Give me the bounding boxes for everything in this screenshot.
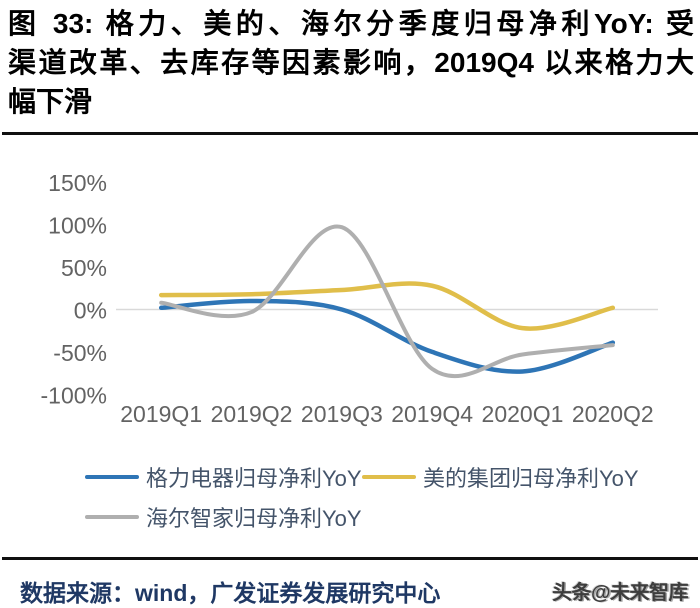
x-tick-label: 2020Q1 [482, 401, 564, 427]
y-tick-label: 150% [48, 170, 107, 196]
legend-line-haier-icon [85, 514, 139, 520]
legend-item-gree: 格力电器归母净利YoY [85, 461, 362, 493]
legend-line-gree-icon [85, 474, 139, 480]
y-tick-label: 50% [61, 255, 107, 281]
x-tick-label: 2019Q1 [120, 401, 202, 427]
figure-title: 图 33: 格力、美的、海尔分季度归母净利YoY: 受 渠道改革、去库存等因素影… [8, 4, 694, 121]
figure-title-line-2: 渠道改革、去库存等因素影响，2019Q4 以来格力大 [8, 47, 694, 78]
legend-label-haier: 海尔智家归母净利YoY [146, 506, 362, 531]
x-tick-label: 2019Q3 [301, 401, 383, 427]
figure-title-line-3: 幅下滑 [8, 86, 93, 117]
y-tick-label: 0% [74, 298, 107, 324]
legend-item-haier: 海尔智家归母净利YoY [85, 501, 362, 533]
legend-label-gree: 格力电器归母净利YoY [146, 466, 362, 491]
series-line-0 [158, 298, 616, 374]
figure-title-line-1: 图 33: 格力、美的、海尔分季度归母净利YoY: 受 [8, 8, 694, 39]
y-tick-label: 100% [48, 213, 107, 239]
legend-line-midea-icon [362, 474, 416, 480]
watermark-text: 头条@未来智库 [552, 582, 689, 604]
title-divider-rule [2, 132, 698, 135]
y-tick-label: -100% [41, 382, 107, 408]
y-tick-label: -50% [53, 340, 107, 366]
legend-label-midea: 美的集团归母净利YoY [423, 466, 639, 491]
footer-divider-rule [2, 557, 698, 560]
legend-item-midea: 美的集团归母净利YoY [362, 461, 639, 493]
data-source-text: 数据来源：wind，广发证券发展研究中心 [20, 580, 441, 606]
x-tick-label: 2019Q2 [211, 401, 293, 427]
series-line-2 [159, 224, 615, 379]
series-line-1 [158, 281, 616, 331]
x-tick-label: 2019Q4 [391, 401, 473, 427]
x-tick-label: 2020Q2 [572, 401, 654, 427]
